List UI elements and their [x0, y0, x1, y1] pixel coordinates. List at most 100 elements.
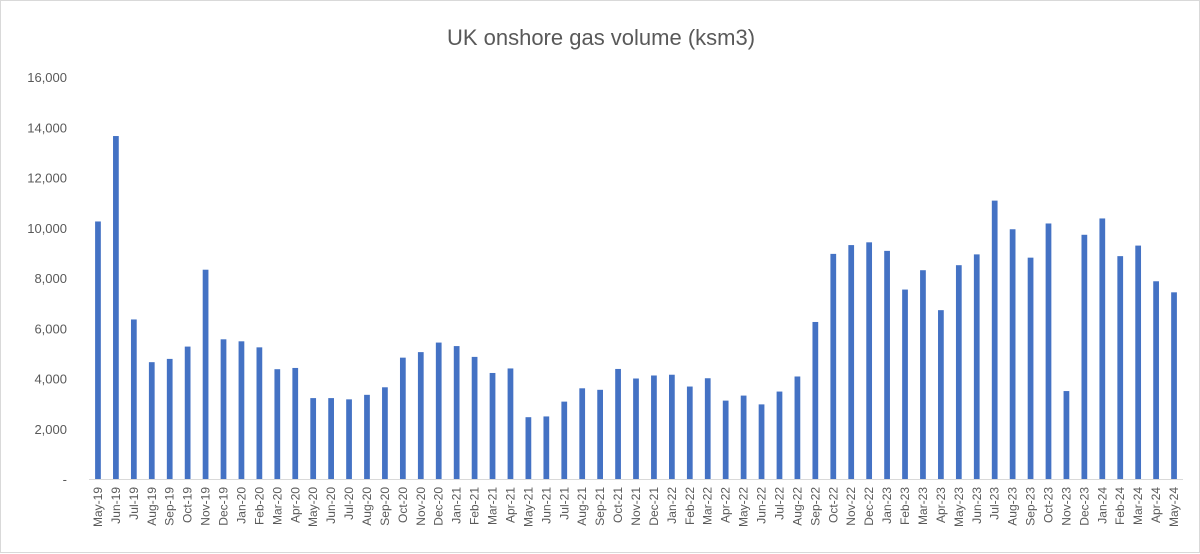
x-tick-label: Jan-22 — [665, 487, 679, 524]
bar — [238, 341, 245, 479]
bar-series — [95, 136, 1177, 480]
x-tick-label: Aug-22 — [790, 487, 804, 526]
x-tick-label: Dec-23 — [1077, 487, 1091, 526]
x-tick-label: Nov-21 — [629, 487, 643, 526]
x-tick-label: Jan-24 — [1095, 487, 1109, 524]
x-tick-label: Jul-20 — [342, 487, 356, 520]
x-tick-label: Aug-20 — [360, 487, 374, 526]
bar — [1081, 234, 1088, 479]
x-tick-label: Jun-19 — [109, 487, 123, 524]
y-axis: - 2,000 4,000 6,000 8,000 10,000 12,000 14,000 1… — [27, 70, 1183, 487]
x-tick-label: Oct-22 — [826, 487, 840, 523]
x-tick-label: Jun-20 — [324, 487, 338, 524]
x-tick-label: Mar-23 — [916, 487, 930, 525]
bar — [722, 400, 729, 479]
bar — [489, 372, 496, 479]
x-tick-label: Mar-22 — [701, 487, 715, 525]
bar — [95, 221, 101, 479]
x-tick-label: Sep-20 — [378, 487, 392, 526]
bar — [561, 401, 568, 479]
x-tick-label: Dec-20 — [432, 487, 446, 526]
bar — [256, 347, 263, 479]
x-tick-label: Oct-21 — [611, 487, 625, 523]
bar — [633, 378, 639, 479]
bar — [651, 375, 657, 479]
x-tick-label: May-23 — [952, 487, 966, 527]
bar — [579, 388, 586, 479]
y-tick-label: 6,000 — [34, 321, 67, 336]
bar — [597, 389, 603, 479]
x-tick-label: Oct-20 — [396, 487, 410, 523]
bar — [848, 245, 855, 479]
bar — [148, 362, 155, 479]
chart-title: UK onshore gas volume (ksm3) — [447, 25, 755, 50]
x-tick-label: Feb-23 — [898, 487, 912, 525]
y-tick-label: 2,000 — [34, 422, 67, 437]
bar — [1135, 245, 1142, 479]
x-tick-label: Dec-21 — [647, 487, 661, 526]
bar — [1153, 281, 1159, 479]
bar — [471, 356, 478, 479]
bar — [1009, 229, 1016, 479]
bar — [310, 398, 317, 479]
x-tick-label: Jun-22 — [755, 487, 769, 524]
bar — [507, 368, 514, 479]
bar — [740, 395, 747, 479]
bar — [920, 270, 926, 479]
y-tick-label: 10,000 — [27, 221, 67, 236]
bar — [794, 376, 801, 479]
x-tick-label: Apr-22 — [719, 487, 733, 523]
bar — [1027, 257, 1034, 479]
bar — [220, 339, 227, 479]
bar — [166, 358, 173, 479]
bar — [1099, 218, 1106, 479]
bar — [686, 386, 693, 479]
x-tick-label: Apr-21 — [503, 487, 517, 523]
y-tick-label: 14,000 — [27, 120, 67, 135]
x-tick-label: Dec-19 — [217, 487, 231, 526]
x-tick-label: Aug-19 — [145, 487, 159, 526]
x-tick-label: Apr-24 — [1149, 487, 1163, 523]
bar — [453, 346, 460, 479]
x-tick-label: Jun-21 — [539, 487, 553, 524]
bar — [184, 346, 191, 479]
x-tick-label: Mar-24 — [1131, 487, 1145, 525]
x-tick-label: May-21 — [521, 487, 535, 527]
x-tick-label: Jul-21 — [557, 487, 571, 520]
bar — [955, 265, 962, 479]
bar — [417, 352, 424, 479]
x-tick-label: Sep-23 — [1024, 487, 1038, 526]
bar — [1171, 292, 1177, 479]
bar — [758, 404, 765, 479]
bar — [1117, 256, 1124, 479]
bar — [435, 342, 442, 479]
x-tick-label: Apr-23 — [934, 487, 948, 523]
bar — [902, 289, 908, 479]
y-tick-label: 16,000 — [27, 70, 67, 85]
x-axis: May-19 Jun-19 Jul-19 Aug-19 Sep-19 Oct-19 Nov-… — [91, 487, 1181, 527]
x-tick-label: Jun-23 — [970, 487, 984, 524]
x-tick-label: Jan-23 — [880, 487, 894, 524]
bar — [399, 357, 406, 479]
bar — [866, 242, 873, 479]
bar — [615, 368, 621, 479]
x-tick-label: Feb-20 — [252, 487, 266, 525]
y-tick-label: 4,000 — [34, 372, 67, 387]
bar — [113, 136, 119, 480]
bar — [812, 321, 819, 479]
y-tick-label: 12,000 — [27, 171, 67, 186]
x-tick-label: Mar-20 — [270, 487, 284, 525]
x-tick-label: Sep-21 — [593, 487, 607, 526]
x-tick-label: May-19 — [91, 487, 105, 527]
x-tick-label: Jul-19 — [127, 487, 141, 520]
x-tick-label: Aug-21 — [575, 487, 589, 526]
bar — [991, 200, 998, 479]
x-tick-label: Nov-20 — [414, 487, 428, 526]
x-tick-label: Nov-19 — [199, 487, 213, 526]
bar — [543, 416, 550, 479]
x-tick-label: May-24 — [1167, 487, 1181, 527]
x-tick-label: Feb-21 — [468, 487, 482, 525]
bar — [776, 391, 783, 479]
bar — [830, 253, 837, 479]
